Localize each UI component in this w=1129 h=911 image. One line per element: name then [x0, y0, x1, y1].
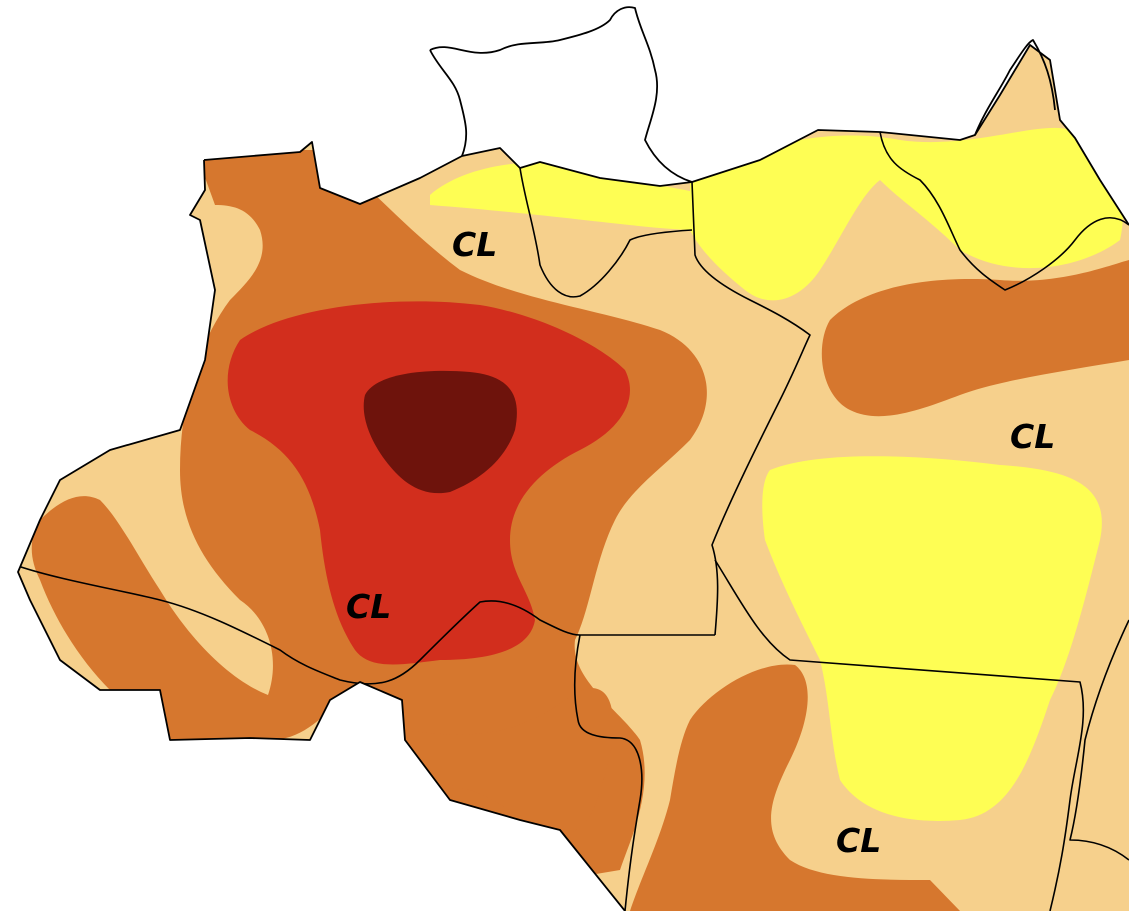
cl-label-south: CL — [836, 821, 881, 860]
state-border-far-east — [1069, 619, 1129, 861]
land-outer-border — [17, 44, 1129, 911]
northern-neighbour-west — [429, 49, 468, 157]
state-border-north-divider — [519, 167, 693, 298]
northern-neighbour-outline — [429, 6, 693, 183]
orange-zone-southwest-band — [405, 687, 614, 834]
orange-zone-northeast — [821, 260, 1129, 417]
northern-neighbour-east — [974, 39, 1056, 136]
state-border-south-vertical — [573, 634, 643, 911]
dark-core-zone — [363, 370, 517, 494]
orange-zone-south — [630, 664, 960, 911]
cl-label-east: CL — [1010, 417, 1055, 456]
cl-label-north: CL — [452, 225, 497, 264]
yellow-zone-northeast — [690, 127, 1124, 301]
yellow-zone-east — [762, 456, 1102, 821]
cl-label-west: CL — [346, 587, 391, 626]
state-border-horizontal-east — [714, 559, 1085, 911]
state-border-northeast — [879, 131, 1129, 291]
state-border-east-vertical — [691, 181, 811, 636]
